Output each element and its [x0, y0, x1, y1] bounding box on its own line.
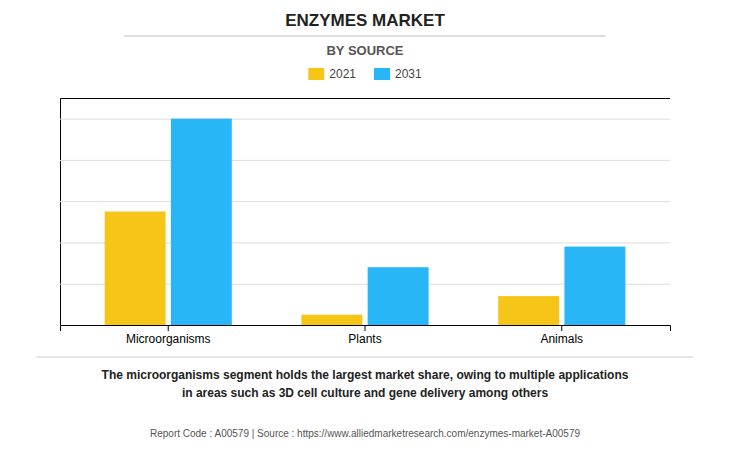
y-tick	[60, 160, 670, 161]
x-tick-label: Microorganisms	[126, 332, 211, 346]
legend-label: 2031	[395, 67, 422, 81]
tick-mark	[365, 325, 366, 331]
grid-line	[60, 201, 670, 202]
y-axis-line	[61, 99, 671, 326]
x-tick-label: Animals	[540, 332, 583, 346]
chart: ENZYMES MARKET BY SOURCE Microorganisms Pla…	[0, 0, 730, 473]
series	[171, 119, 625, 325]
bar	[564, 247, 625, 325]
annotation: Report Code : A00579 | Source : https://…	[150, 428, 580, 439]
subtitle: BY SOURCE	[326, 43, 403, 58]
x-tick-label: Plants	[348, 332, 381, 346]
legend: 2021 2031	[308, 67, 422, 81]
legend-swatch	[374, 68, 390, 80]
bar	[171, 119, 232, 325]
legend-item: 2031	[374, 67, 422, 81]
title-rule	[124, 36, 606, 37]
x-axis-line	[61, 326, 671, 332]
x-tick: Animals	[540, 325, 583, 346]
tick-mark	[168, 325, 169, 331]
bars	[105, 119, 626, 325]
y-axis	[60, 99, 670, 326]
divider	[37, 357, 694, 358]
title: ENZYMES MARKET	[285, 11, 445, 30]
plot: Microorganisms Plants Animals	[60, 99, 671, 346]
legend-swatch	[308, 68, 324, 80]
x-tick: Plants	[348, 325, 381, 346]
x-axis: Microorganisms Plants Animals	[61, 325, 671, 346]
x-tick: Microorganisms	[126, 325, 211, 346]
grid-line	[60, 119, 670, 120]
bar	[498, 296, 559, 325]
grid-line	[60, 160, 670, 161]
bar	[301, 315, 362, 325]
bar	[368, 267, 429, 325]
y-tick	[60, 119, 670, 120]
legend-label: 2021	[329, 67, 356, 81]
y-tick	[60, 201, 670, 202]
tick-mark	[561, 325, 562, 331]
bar	[105, 212, 166, 326]
annotation: The microorganisms segment holds the lar…	[102, 368, 629, 400]
legend-item: 2021	[308, 67, 356, 81]
